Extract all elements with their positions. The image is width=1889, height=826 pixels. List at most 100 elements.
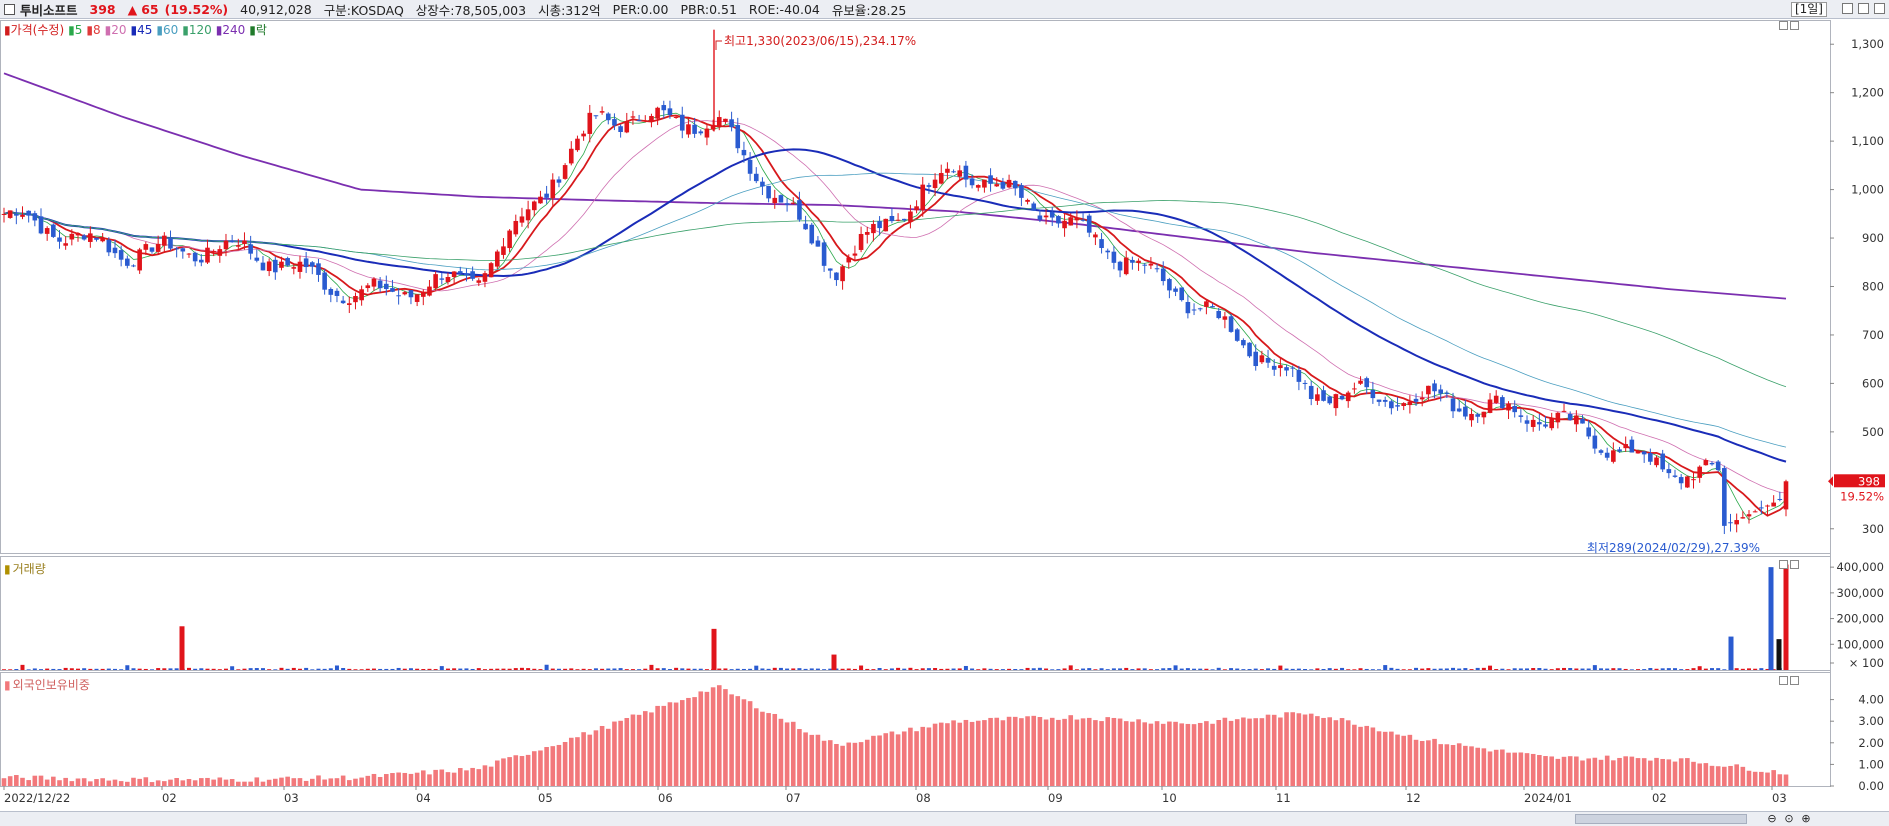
foreign-panel-minimize-icon[interactable]	[1779, 676, 1788, 685]
foreign-panel-close-icon[interactable]	[1790, 676, 1799, 685]
volume-bar	[778, 667, 783, 670]
candle-body	[568, 148, 574, 164]
foreign-bar	[211, 779, 216, 786]
foreign-bar	[686, 697, 691, 786]
candle-body	[778, 195, 784, 203]
foreign-bar	[513, 755, 519, 786]
foreign-bar	[747, 701, 753, 786]
candle-body	[192, 252, 198, 262]
candle-body	[229, 240, 235, 242]
foreign-tick-label: 2.00	[1858, 736, 1884, 750]
volume-bar	[1377, 669, 1382, 670]
candle-body	[1025, 199, 1030, 202]
candle-body	[1512, 406, 1517, 413]
volume-bar	[1500, 668, 1505, 670]
candle-body	[1691, 479, 1696, 481]
select-checkbox[interactable]	[4, 3, 15, 15]
foreign-bar	[427, 774, 432, 786]
candle-body	[44, 228, 50, 234]
volume-bar	[1167, 668, 1172, 670]
volume-bar	[766, 668, 771, 670]
volume-panel-minimize-icon[interactable]	[1779, 560, 1788, 569]
volume-bar	[1469, 669, 1474, 670]
volume-bar	[1623, 668, 1628, 670]
candle-body	[242, 240, 247, 245]
candle-body	[649, 115, 654, 122]
foreign-bar	[1000, 720, 1006, 786]
zoom-reset-icon[interactable]: ⊙	[1784, 812, 1794, 825]
ma240-line	[3, 72, 1787, 300]
volume-bar	[1216, 667, 1221, 670]
volume-bar	[976, 669, 981, 670]
candle-body	[1641, 451, 1647, 455]
foreign-bar	[279, 777, 284, 786]
foreign-bar	[1167, 721, 1172, 786]
candle-body	[599, 111, 605, 113]
close-icon[interactable]	[1874, 3, 1885, 14]
panel-minimize-icon[interactable]	[1779, 21, 1788, 30]
foreign-bar	[1598, 759, 1604, 786]
candle-body	[1080, 219, 1086, 221]
period-selector[interactable]: [1일]	[1790, 2, 1827, 17]
candle-body	[1481, 411, 1487, 418]
candle-body	[1500, 397, 1505, 409]
volume-bar	[26, 669, 31, 670]
candle-body	[1580, 418, 1585, 424]
minimize-icon[interactable]	[1842, 3, 1853, 14]
volume-bar	[1605, 668, 1610, 670]
candle-body	[162, 235, 167, 246]
volume-panel-close-icon[interactable]	[1790, 560, 1799, 569]
candle-body	[81, 235, 87, 240]
candle-body	[402, 292, 408, 295]
candle-body	[1185, 301, 1191, 314]
foreign-bar	[1259, 718, 1265, 786]
foreign-bar	[266, 779, 272, 786]
candle-body	[673, 116, 679, 118]
foreign-bar	[1549, 756, 1554, 786]
volume-bar	[550, 668, 555, 670]
candle-body	[1555, 412, 1561, 423]
candle-body	[180, 248, 186, 252]
legend-item: ▮45	[130, 22, 153, 37]
volume-bar	[871, 669, 876, 670]
foreign-bar	[1512, 752, 1517, 786]
panel-close-icon[interactable]	[1790, 21, 1799, 30]
foreign-bar	[834, 743, 839, 786]
foreign-bar	[766, 713, 771, 786]
volume-bar	[310, 669, 315, 670]
current-price: 398	[89, 1, 116, 17]
candle-body	[186, 253, 192, 255]
foreign-bar	[1518, 752, 1524, 786]
candle-body	[550, 179, 556, 199]
foreign-bar	[729, 694, 734, 786]
candle-body	[38, 216, 44, 234]
volume-bar	[458, 668, 463, 670]
foreign-bar	[94, 779, 99, 786]
volume-bar	[1543, 668, 1548, 670]
volume-bar	[470, 668, 475, 670]
volume-bar	[1210, 669, 1215, 670]
candle-body	[1709, 462, 1715, 465]
volume-bar	[803, 668, 808, 670]
volume-tick-label: 100,000	[1836, 637, 1884, 651]
volume-bar	[125, 665, 130, 670]
foreign-bar	[1648, 760, 1653, 786]
zoom-in-icon[interactable]: ⊕	[1801, 812, 1811, 825]
foreign-bar	[1580, 760, 1585, 786]
foreign-bar	[149, 782, 155, 786]
volume-bar	[1118, 668, 1123, 670]
chart-scrollbar[interactable]	[0, 811, 1889, 826]
maximize-icon[interactable]	[1858, 3, 1869, 14]
foreign-bar	[1672, 761, 1678, 786]
volume-bar	[624, 669, 629, 670]
candle-body	[1487, 399, 1493, 413]
zoom-out-icon[interactable]: ⊖	[1767, 812, 1777, 825]
foreign-bar	[821, 740, 827, 786]
volume-bar	[772, 667, 777, 670]
volume-bar	[920, 668, 925, 670]
candle-body	[353, 296, 358, 303]
scroll-thumb[interactable]	[1575, 814, 1747, 824]
volume-bar	[1679, 669, 1684, 670]
volume-bar	[1333, 668, 1338, 670]
